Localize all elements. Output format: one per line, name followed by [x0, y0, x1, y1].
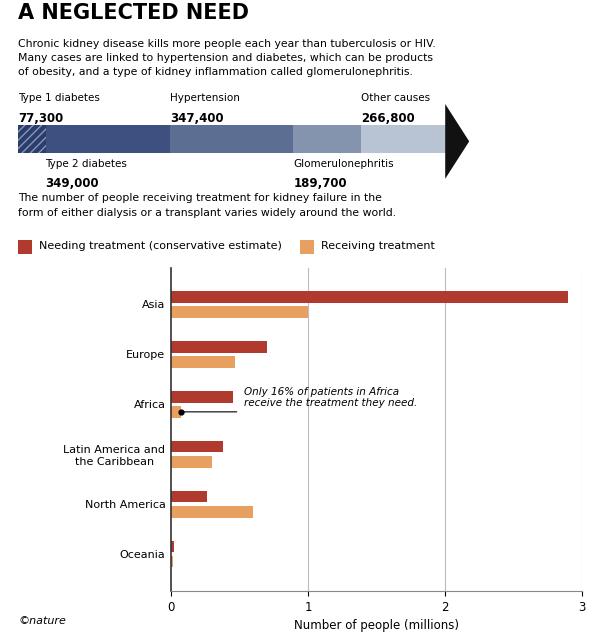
Bar — [18, 240, 32, 254]
Bar — [170, 126, 293, 153]
Text: 189,700: 189,700 — [293, 178, 347, 190]
Text: Receiving treatment: Receiving treatment — [322, 241, 436, 251]
Bar — [171, 341, 267, 353]
Text: Type 1 diabetes: Type 1 diabetes — [18, 93, 100, 103]
Bar — [171, 491, 206, 502]
Text: The number of people receiving treatment for kidney failure in the
form of eithe: The number of people receiving treatment… — [18, 193, 396, 217]
Text: ©nature: ©nature — [18, 616, 66, 626]
Text: 349,000: 349,000 — [46, 178, 99, 190]
Text: 1,230,200: 1,230,200 — [488, 157, 571, 172]
Bar — [171, 406, 181, 418]
Bar — [171, 541, 175, 552]
Text: 77,300: 77,300 — [18, 112, 63, 125]
Bar — [46, 126, 170, 153]
Bar — [300, 240, 314, 254]
Bar — [171, 291, 568, 302]
Text: Chronic kidney disease kills more people each year than tuberculosis or HIV.
Man: Chronic kidney disease kills more people… — [18, 39, 436, 77]
Bar — [171, 356, 235, 368]
Bar — [293, 126, 361, 153]
Text: 347,400: 347,400 — [170, 112, 223, 125]
Text: A NEGLECTED NEED: A NEGLECTED NEED — [18, 3, 249, 23]
Text: Hypertension: Hypertension — [170, 93, 239, 103]
Text: Other causes: Other causes — [361, 93, 430, 103]
Text: Glomerulonephritis: Glomerulonephritis — [293, 158, 394, 169]
Text: Needing treatment (conservative estimate): Needing treatment (conservative estimate… — [40, 241, 283, 251]
Bar — [361, 126, 456, 153]
Bar — [171, 456, 212, 468]
Bar — [171, 556, 173, 567]
Text: Only 16% of patients in Africa
receive the treatment they need.: Only 16% of patients in Africa receive t… — [244, 387, 417, 408]
X-axis label: Number of people (millions): Number of people (millions) — [294, 619, 459, 632]
Text: 266,800: 266,800 — [361, 112, 415, 125]
Bar — [171, 441, 223, 453]
Bar — [171, 506, 253, 517]
Polygon shape — [445, 104, 469, 179]
Bar — [171, 306, 308, 318]
Bar — [171, 391, 233, 403]
Bar — [18, 126, 46, 153]
Text: Type 2 diabetes: Type 2 diabetes — [46, 158, 127, 169]
Text: TOTAL DEATHS
FROM KIDNEY
DISEASE: TOTAL DEATHS FROM KIDNEY DISEASE — [484, 95, 575, 131]
Bar — [18, 126, 46, 153]
